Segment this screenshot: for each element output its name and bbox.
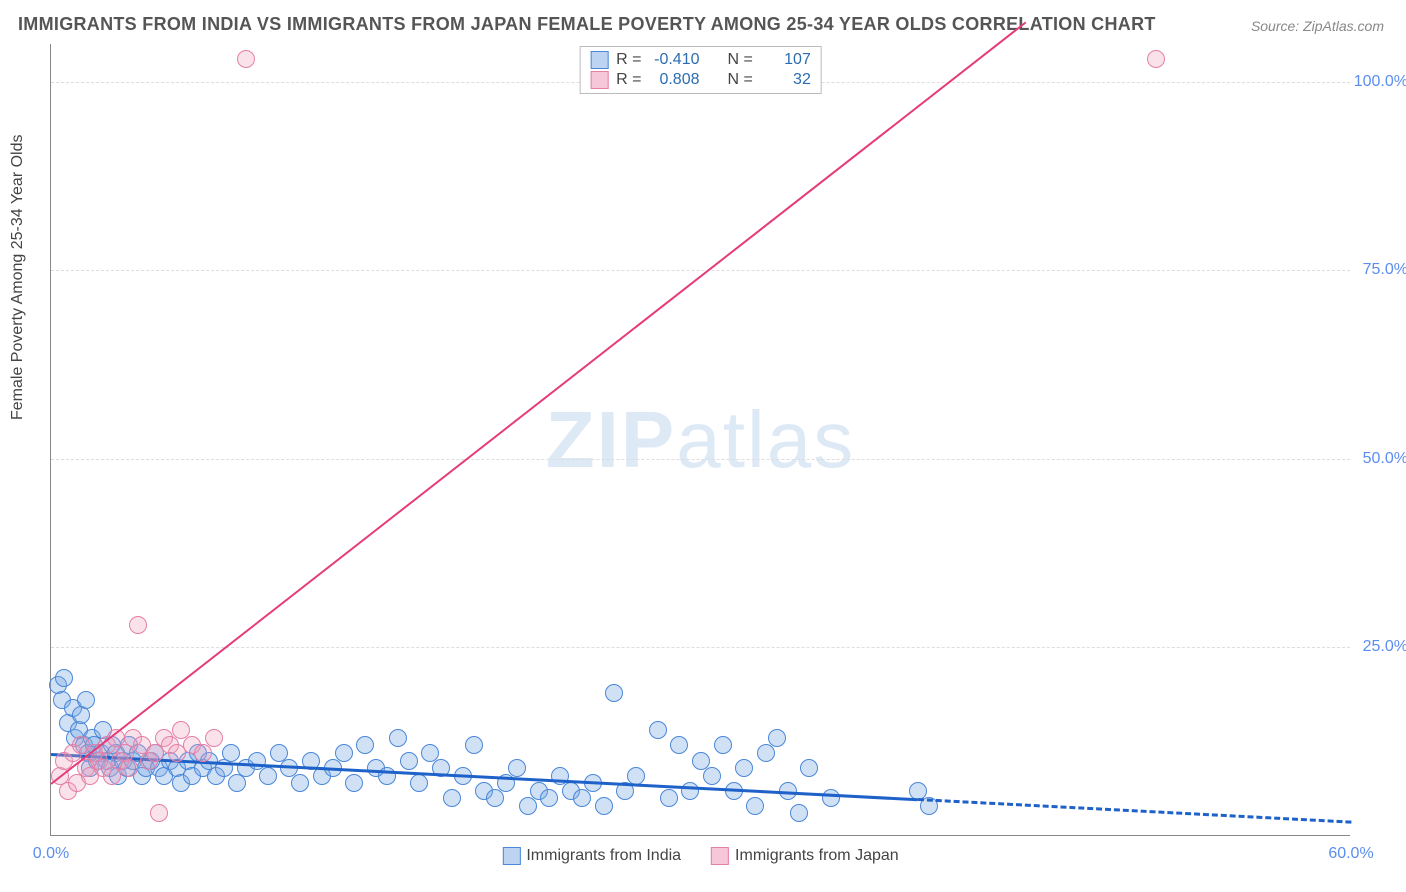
- n-value: 32: [761, 71, 811, 89]
- data-point: [735, 759, 753, 777]
- data-point: [129, 616, 147, 634]
- data-point: [768, 729, 786, 747]
- stats-swatch-japan: [590, 71, 608, 89]
- data-point: [714, 736, 732, 754]
- data-point: [150, 804, 168, 822]
- data-point: [400, 752, 418, 770]
- r-value: -0.410: [650, 51, 700, 69]
- data-point: [822, 789, 840, 807]
- source-attribution: Source: ZipAtlas.com: [1251, 18, 1384, 34]
- data-point: [595, 797, 613, 815]
- y-tick-label: 100.0%: [1348, 73, 1406, 91]
- data-point: [222, 744, 240, 762]
- data-point: [389, 729, 407, 747]
- plot-area: ZIPatlas R = -0.410 N = 107 R = 0.808 N …: [50, 44, 1350, 836]
- data-point: [410, 774, 428, 792]
- y-tick-label: 25.0%: [1348, 638, 1406, 656]
- legend-label: Immigrants from Japan: [735, 847, 899, 865]
- data-point: [120, 759, 138, 777]
- x-tick-label: 0.0%: [33, 845, 69, 863]
- x-tick-label: 60.0%: [1328, 845, 1373, 863]
- watermark: ZIPatlas: [546, 394, 855, 486]
- n-label: N =: [728, 51, 753, 69]
- data-point: [205, 729, 223, 747]
- stats-row: R = 0.808 N = 32: [590, 71, 811, 89]
- data-point: [800, 759, 818, 777]
- chart-title: IMMIGRANTS FROM INDIA VS IMMIGRANTS FROM…: [18, 14, 1156, 35]
- y-tick-label: 50.0%: [1348, 450, 1406, 468]
- data-point: [508, 759, 526, 777]
- data-point: [573, 789, 591, 807]
- data-point: [55, 669, 73, 687]
- n-label: N =: [728, 71, 753, 89]
- stats-swatch-india: [590, 51, 608, 69]
- data-point: [757, 744, 775, 762]
- legend: Immigrants from India Immigrants from Ja…: [502, 847, 898, 865]
- data-point: [703, 767, 721, 785]
- data-point: [465, 736, 483, 754]
- data-point: [540, 789, 558, 807]
- n-value: 107: [761, 51, 811, 69]
- data-point: [660, 789, 678, 807]
- data-point: [649, 721, 667, 739]
- gridline: [51, 647, 1350, 648]
- trend-line: [918, 798, 1351, 824]
- r-label: R =: [616, 71, 641, 89]
- data-point: [790, 804, 808, 822]
- trend-line: [50, 22, 1026, 785]
- data-point: [77, 691, 95, 709]
- data-point: [486, 789, 504, 807]
- y-axis-label: Female Poverty Among 25-34 Year Olds: [9, 135, 27, 421]
- data-point: [746, 797, 764, 815]
- data-point: [605, 684, 623, 702]
- stats-row: R = -0.410 N = 107: [590, 51, 811, 69]
- data-point: [443, 789, 461, 807]
- data-point: [345, 774, 363, 792]
- data-point: [335, 744, 353, 762]
- legend-item-india: Immigrants from India: [502, 847, 681, 865]
- data-point: [681, 782, 699, 800]
- y-tick-label: 75.0%: [1348, 261, 1406, 279]
- gridline: [51, 270, 1350, 271]
- data-point: [627, 767, 645, 785]
- stats-box: R = -0.410 N = 107 R = 0.808 N = 32: [579, 46, 822, 94]
- data-point: [291, 774, 309, 792]
- data-point: [237, 50, 255, 68]
- legend-label: Immigrants from India: [526, 847, 681, 865]
- gridline: [51, 459, 1350, 460]
- data-point: [259, 767, 277, 785]
- data-point: [670, 736, 688, 754]
- data-point: [194, 744, 212, 762]
- data-point: [1147, 50, 1165, 68]
- r-value: 0.808: [650, 71, 700, 89]
- legend-item-japan: Immigrants from Japan: [711, 847, 899, 865]
- data-point: [519, 797, 537, 815]
- legend-swatch-japan: [711, 847, 729, 865]
- legend-swatch-india: [502, 847, 520, 865]
- r-label: R =: [616, 51, 641, 69]
- data-point: [356, 736, 374, 754]
